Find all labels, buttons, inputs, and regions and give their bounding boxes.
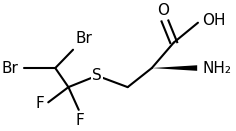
Text: F: F	[75, 113, 84, 128]
Text: Br: Br	[75, 31, 92, 46]
Text: OH: OH	[202, 13, 226, 28]
Text: Br: Br	[1, 61, 18, 76]
Text: S: S	[92, 68, 102, 83]
Text: O: O	[157, 3, 169, 18]
Text: NH₂: NH₂	[202, 61, 231, 76]
Polygon shape	[152, 65, 197, 71]
Text: F: F	[36, 96, 44, 111]
